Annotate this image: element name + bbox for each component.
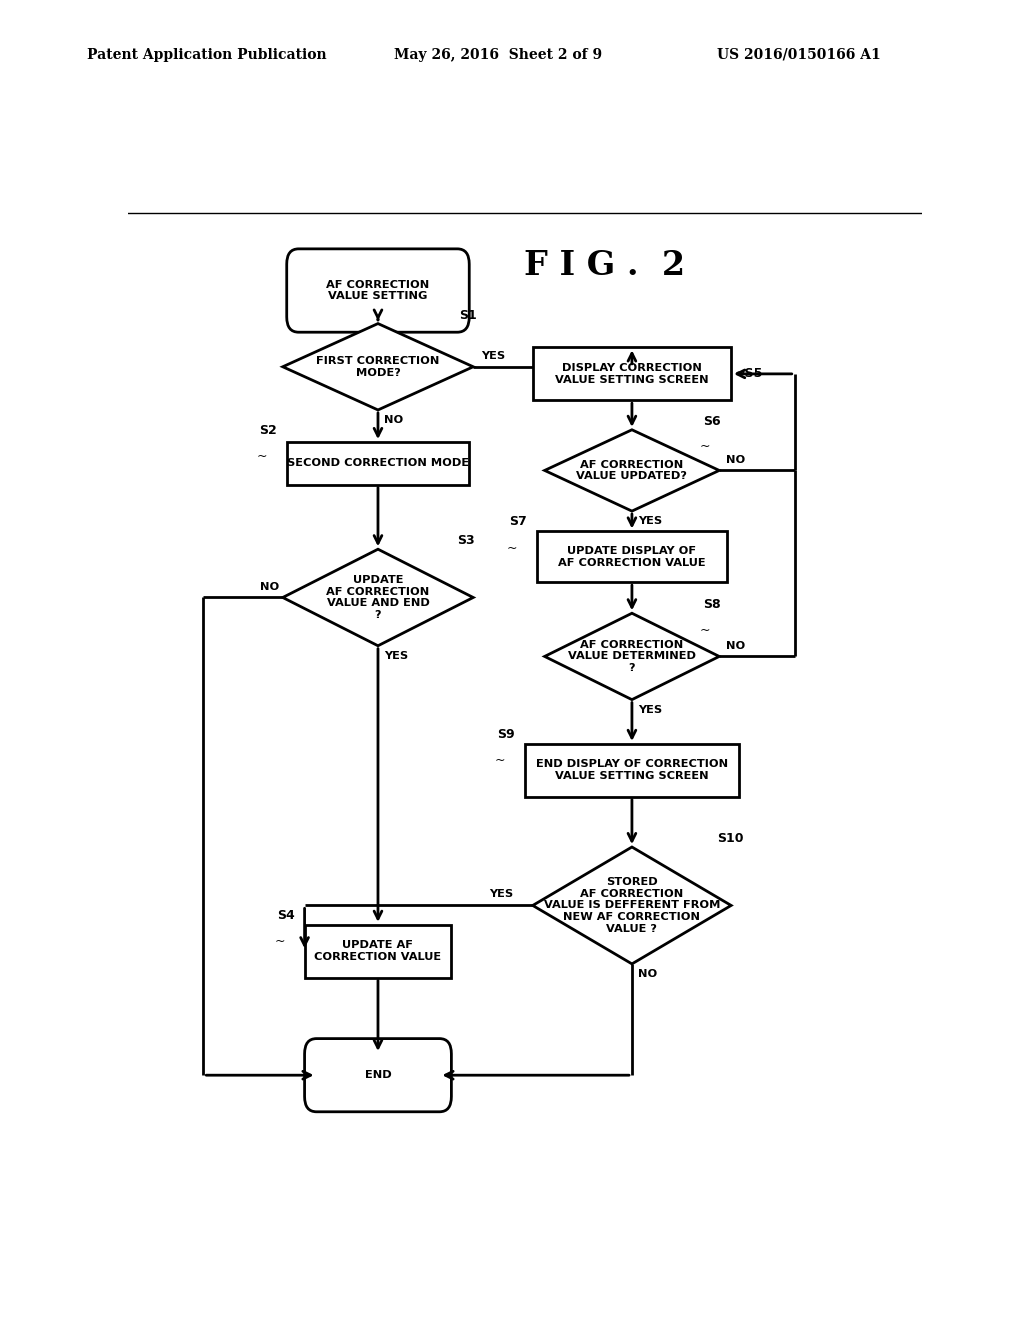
Polygon shape: [545, 614, 719, 700]
Text: NO: NO: [638, 969, 657, 979]
Text: STORED
AF CORRECTION
VALUE IS DEFFERENT FROM
NEW AF CORRECTION
VALUE ?: STORED AF CORRECTION VALUE IS DEFFERENT …: [544, 878, 720, 933]
Text: S9: S9: [497, 727, 515, 741]
Text: YES: YES: [481, 351, 505, 360]
Text: UPDATE
AF CORRECTION
VALUE AND END
?: UPDATE AF CORRECTION VALUE AND END ?: [327, 576, 430, 620]
Polygon shape: [283, 549, 473, 645]
Text: SECOND CORRECTION MODE: SECOND CORRECTION MODE: [287, 458, 469, 469]
FancyBboxPatch shape: [532, 347, 731, 400]
FancyBboxPatch shape: [304, 925, 452, 978]
Text: UPDATE DISPLAY OF
AF CORRECTION VALUE: UPDATE DISPLAY OF AF CORRECTION VALUE: [558, 546, 706, 568]
Text: NO: NO: [726, 642, 744, 651]
FancyBboxPatch shape: [524, 744, 739, 797]
Text: AF CORRECTION
VALUE SETTING: AF CORRECTION VALUE SETTING: [327, 280, 430, 301]
Text: F I G .  2: F I G . 2: [523, 248, 685, 281]
Text: YES: YES: [488, 890, 513, 899]
Text: YES: YES: [638, 705, 663, 714]
Text: ~: ~: [699, 623, 710, 636]
Text: S3: S3: [458, 535, 475, 548]
Text: FIRST CORRECTION
MODE?: FIRST CORRECTION MODE?: [316, 356, 439, 378]
FancyBboxPatch shape: [287, 442, 469, 484]
Text: May 26, 2016  Sheet 2 of 9: May 26, 2016 Sheet 2 of 9: [394, 48, 602, 62]
Text: END: END: [365, 1071, 391, 1080]
Text: S1: S1: [459, 309, 477, 322]
Text: UPDATE AF
CORRECTION VALUE: UPDATE AF CORRECTION VALUE: [314, 940, 441, 962]
Text: YES: YES: [384, 651, 409, 661]
Text: Patent Application Publication: Patent Application Publication: [87, 48, 327, 62]
Text: NO: NO: [384, 414, 403, 425]
Text: AF CORRECTION
VALUE DETERMINED
?: AF CORRECTION VALUE DETERMINED ?: [568, 640, 696, 673]
Text: NO: NO: [726, 455, 744, 466]
Text: END DISPLAY OF CORRECTION
VALUE SETTING SCREEN: END DISPLAY OF CORRECTION VALUE SETTING …: [536, 759, 728, 781]
Text: ~S5: ~S5: [735, 367, 764, 380]
Text: ~: ~: [274, 935, 285, 948]
Text: S8: S8: [703, 598, 721, 611]
Text: S6: S6: [703, 414, 721, 428]
FancyBboxPatch shape: [304, 1039, 452, 1111]
Text: NO: NO: [259, 582, 279, 593]
Text: ~: ~: [257, 450, 267, 463]
Text: S7: S7: [509, 515, 526, 528]
Polygon shape: [532, 847, 731, 964]
Polygon shape: [283, 323, 473, 411]
Polygon shape: [545, 430, 719, 511]
Text: DISPLAY CORRECTION
VALUE SETTING SCREEN: DISPLAY CORRECTION VALUE SETTING SCREEN: [555, 363, 709, 384]
Text: ~: ~: [495, 754, 505, 767]
Text: US 2016/0150166 A1: US 2016/0150166 A1: [717, 48, 881, 62]
FancyBboxPatch shape: [537, 532, 727, 582]
Text: S10: S10: [717, 832, 743, 845]
Text: ~: ~: [507, 541, 517, 554]
FancyBboxPatch shape: [287, 249, 469, 333]
Text: YES: YES: [638, 516, 663, 527]
Text: AF CORRECTION
VALUE UPDATED?: AF CORRECTION VALUE UPDATED?: [577, 459, 687, 482]
Text: S4: S4: [276, 908, 295, 921]
Text: ~: ~: [699, 440, 710, 453]
Text: S2: S2: [259, 424, 276, 437]
